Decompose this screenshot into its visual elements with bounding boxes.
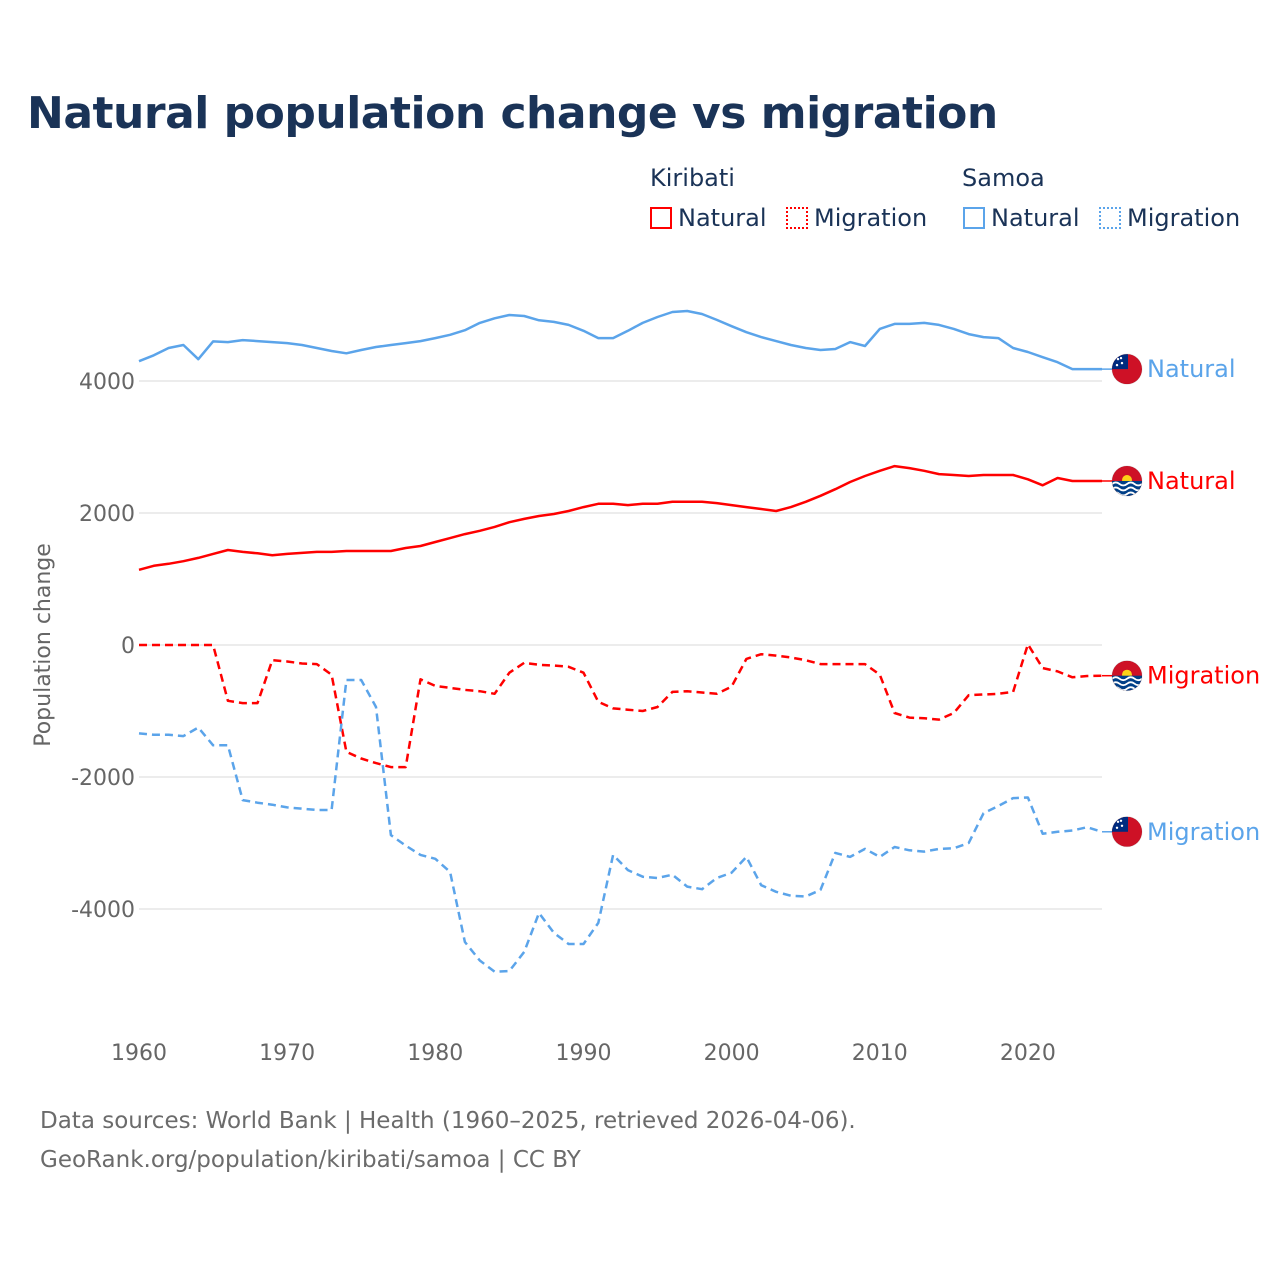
series-end-label: Natural <box>1147 355 1236 383</box>
footer-sources: Data sources: World Bank | Health (1960–… <box>40 1108 856 1134</box>
series-line-kiribati-natural <box>138 464 1102 572</box>
legend-label: Natural <box>678 204 767 232</box>
series-end-label: Migration <box>1147 662 1260 690</box>
chart-title: Natural population change vs migration <box>27 88 998 139</box>
legend-samoa-migration[interactable]: Migration <box>1099 204 1240 232</box>
end-marker <box>1111 816 1143 848</box>
legend-group-samoa: Samoa <box>962 164 1045 192</box>
legend-samoa-natural[interactable]: Natural <box>963 204 1080 232</box>
series-end-label: Migration <box>1147 818 1260 846</box>
y-tick-label: 2000 <box>79 502 135 527</box>
x-tick-label: 1970 <box>259 1041 315 1066</box>
legend-swatch-dotted-red <box>786 207 808 229</box>
kiribati-flag-icon <box>1112 465 1142 496</box>
y-axis-label: Population change <box>31 543 56 747</box>
series-line-kiribati-migration <box>139 643 1103 769</box>
legend-swatch-solid-blue <box>963 207 985 229</box>
x-tick-label: 2010 <box>852 1041 908 1066</box>
legend-label: Migration <box>814 204 928 232</box>
x-tick-label: 1960 <box>111 1041 167 1066</box>
legend-group-kiribati: Kiribati <box>650 164 735 192</box>
legend-label: Natural <box>991 204 1080 232</box>
footer-link[interactable]: GeoRank.org/population/kiribati/samoa | … <box>40 1147 581 1173</box>
x-tick-label: 1980 <box>407 1041 463 1066</box>
x-tick-label: 1990 <box>555 1041 611 1066</box>
series-end-label: Natural <box>1147 467 1236 495</box>
legend-kiribati-migration[interactable]: Migration <box>786 204 927 232</box>
y-tick-label: 4000 <box>79 370 135 395</box>
kiribati-flag-icon <box>1112 660 1142 691</box>
y-tick-label: 0 <box>121 634 135 659</box>
end-marker <box>1111 353 1143 385</box>
x-tick-label: 2000 <box>704 1041 760 1066</box>
series-line-samoa-migration <box>138 678 1103 973</box>
y-tick-label: -2000 <box>71 766 135 791</box>
legend-swatch-dotted-blue <box>1099 207 1121 229</box>
legend-swatch-solid-red <box>650 207 672 229</box>
legend-label: Migration <box>1127 204 1241 232</box>
end-marker <box>1111 465 1143 497</box>
series-line-samoa-natural <box>138 309 1102 371</box>
samoa-flag-icon <box>1112 354 1142 385</box>
y-tick-label: -4000 <box>71 898 135 923</box>
end-marker <box>1111 660 1143 692</box>
samoa-flag-icon <box>1112 816 1142 847</box>
x-tick-label: 2020 <box>1000 1041 1056 1066</box>
legend-kiribati-natural[interactable]: Natural <box>650 204 767 232</box>
